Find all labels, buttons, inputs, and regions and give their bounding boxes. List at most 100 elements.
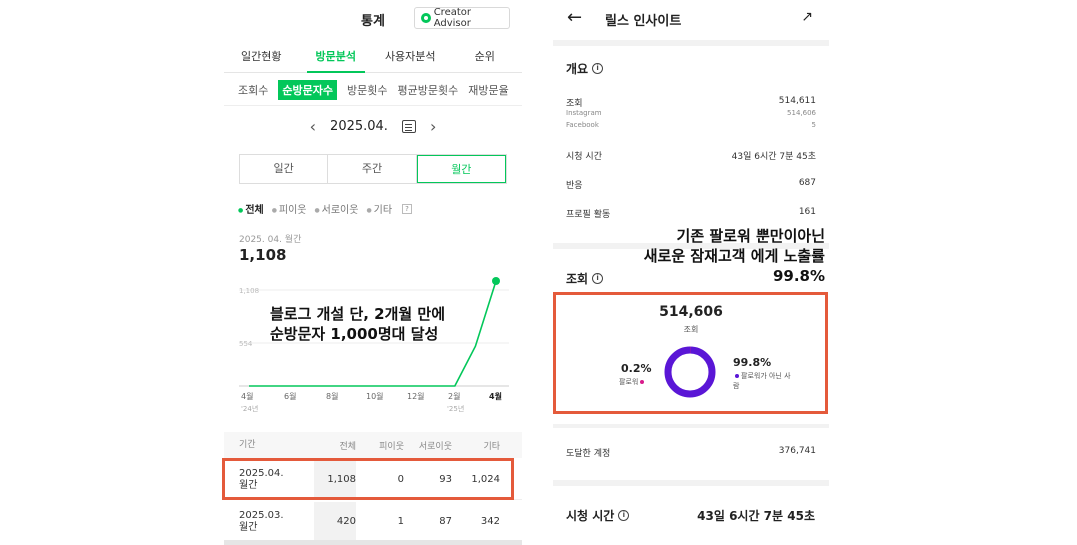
reaction-label: 반응 — [566, 181, 583, 191]
reached-accounts-value: 376,741 — [778, 446, 816, 456]
xtick-label: 10월 — [366, 391, 384, 401]
watch-time-row: 시청 시간 43일 6시간 7분 45초 — [566, 149, 816, 162]
nonfollower-legend-text: 팔로워가 아닌 사람 — [733, 372, 791, 390]
facebook-row: Facebook 5 — [566, 121, 816, 129]
views-row: 조회 514,611 — [566, 96, 816, 109]
annotation-left: 블로그 개설 단, 2개월 만에 순방문자 1,000명대 달성 — [270, 304, 445, 344]
follower-legend: 팔로워 — [619, 377, 646, 387]
period-value: 1,108 — [239, 246, 287, 264]
row-other: 342 — [480, 516, 500, 527]
creator-advisor-button[interactable]: Creator Advisor — [414, 7, 510, 29]
row-period-date: 2025.04. — [239, 467, 284, 479]
row-neighbor: 0 — [397, 474, 404, 485]
segment-weekly[interactable]: 주간 — [328, 155, 417, 183]
trend-icon[interactable]: ↗ — [801, 9, 813, 25]
calendar-icon[interactable] — [401, 119, 416, 133]
xtick-label: 8월 — [326, 391, 338, 401]
row-mutual: 93 — [439, 474, 452, 485]
reaction-row: 반응 687 — [566, 178, 816, 191]
views-label: 조회 — [566, 99, 583, 109]
follower-dot — [640, 380, 645, 384]
row-period-type: 월간 — [239, 479, 258, 491]
watch-time-section-value: 43일 6시간 7분 45초 — [697, 509, 815, 523]
subtab-visit-count[interactable]: 방문횟수 — [346, 83, 388, 97]
info-icon[interactable]: i — [592, 63, 604, 74]
subtab-unique-visitors[interactable]: 순방문자수 — [278, 79, 337, 100]
xtick-year-right: '25년 — [447, 404, 464, 413]
nonfollower-dot — [735, 374, 739, 378]
row-all: 420 — [314, 502, 356, 541]
xtick-label-current: 4월 — [489, 391, 502, 401]
views-value: 514,611 — [778, 96, 816, 106]
ytick-top: 1,108 — [239, 287, 259, 295]
watch-time-section-text: 시청 시간 — [566, 509, 615, 523]
divider — [553, 243, 829, 249]
tab-visit-analysis[interactable]: 방문분석 — [299, 40, 374, 73]
filter-all[interactable]: 전체 — [238, 201, 263, 216]
main-tabs: 일간현황 방문분석 사용자분석 순위 — [224, 40, 522, 73]
reached-accounts-row: 도달한 계정 376,741 — [566, 446, 816, 459]
xtick-label: 12월 — [407, 391, 425, 401]
table-row[interactable]: 2025.04. 월간 1,108 0 93 1,024 — [224, 460, 522, 500]
filter-other[interactable]: 기타 — [366, 201, 392, 216]
annotation-right: 기존 팔로워 뿐만이아닌 새로운 잠재고객 에게 노출률 99.8% — [590, 226, 825, 286]
chevron-left-icon[interactable]: ‹ — [309, 116, 317, 136]
table-row[interactable]: 2025.03. 월간 420 1 87 342 — [224, 502, 522, 542]
highlight-box-table-row — [222, 458, 514, 500]
views-section-title: 조회 i — [566, 270, 604, 287]
reaction-value: 687 — [798, 178, 816, 188]
donut-follower-arc — [664, 346, 716, 398]
subtab-avg-visits[interactable]: 평균방문횟수 — [397, 83, 459, 97]
facebook-label: Facebook — [566, 121, 599, 129]
nonfollower-legend: 팔로워가 아닌 사람 — [733, 371, 793, 391]
col-period: 기간 — [239, 440, 256, 450]
period-toggle: 일간 주간 월간 — [239, 154, 507, 184]
row-other: 1,024 — [471, 474, 500, 485]
watch-time-label: 시청 시간 — [566, 152, 602, 162]
subtab-revisit-rate[interactable]: 재방문율 — [468, 83, 509, 97]
annotation-left-line1: 블로그 개설 단, 2개월 만에 — [270, 305, 446, 323]
divider — [553, 40, 829, 46]
row-neighbor: 1 — [397, 516, 404, 527]
creator-advisor-icon — [421, 13, 431, 23]
back-arrow-icon[interactable]: ← — [567, 7, 583, 28]
subtab-views[interactable]: 조회수 — [238, 83, 269, 97]
filter-mutual-neighbor[interactable]: 서로이웃 — [315, 201, 359, 216]
segment-daily[interactable]: 일간 — [240, 155, 329, 183]
facebook-value: 5 — [811, 121, 816, 129]
follower-percent: 0.2% — [621, 362, 652, 375]
filter-neighbor[interactable]: 피이웃 — [272, 201, 307, 216]
reached-accounts-label: 도달한 계정 — [566, 449, 611, 459]
page-title: 릴스 인사이트 — [605, 14, 682, 29]
xtick-label: 4월 — [241, 391, 253, 401]
chart-series — [249, 277, 500, 387]
info-icon[interactable]: i — [618, 510, 630, 521]
annotation-left-line2: 순방문자 1,000명대 달성 — [270, 325, 439, 343]
xtick-label: 6월 — [284, 391, 296, 401]
segment-monthly[interactable]: 월간 — [416, 155, 506, 183]
overview-title-text: 개요 — [566, 62, 589, 76]
row-period-date: 2025.03. — [239, 509, 284, 521]
sub-tabs: 조회수 순방문자수 방문횟수 평균방문횟수 재방문율 — [224, 74, 522, 106]
tab-user-analysis[interactable]: 사용자분석 — [384, 50, 436, 63]
chevron-right-icon[interactable]: › — [429, 116, 437, 136]
row-all: 1,108 — [314, 460, 356, 499]
col-all: 전체 — [339, 441, 356, 452]
tab-daily-status[interactable]: 일간현황 — [241, 50, 282, 63]
row-mutual: 87 — [439, 516, 452, 527]
current-date: 2025.04. — [330, 118, 388, 134]
data-point-current[interactable] — [492, 277, 500, 285]
row-period-type: 월간 — [239, 521, 258, 533]
ytick-mid: 554 — [239, 340, 253, 348]
profile-activity-label: 프로필 활동 — [566, 210, 611, 220]
xtick-label: 2월 — [448, 391, 460, 401]
help-icon[interactable]: ? — [402, 203, 413, 214]
instagram-row: Instagram 514,606 — [566, 109, 816, 117]
views-total-label: 조회 — [683, 325, 699, 334]
tab-ranking[interactable]: 순위 — [474, 50, 495, 63]
nonfollower-percent: 99.8% — [733, 356, 772, 369]
annotation-right-line1: 기존 팔로워 뿐만이아닌 — [676, 227, 825, 245]
reels-insight-panel: ← 릴스 인사이트 ↗ 개요 i 조회 514,611 Instagram 51… — [553, 0, 829, 545]
views-total: 514,606 — [659, 304, 723, 320]
info-icon[interactable]: i — [592, 273, 604, 284]
